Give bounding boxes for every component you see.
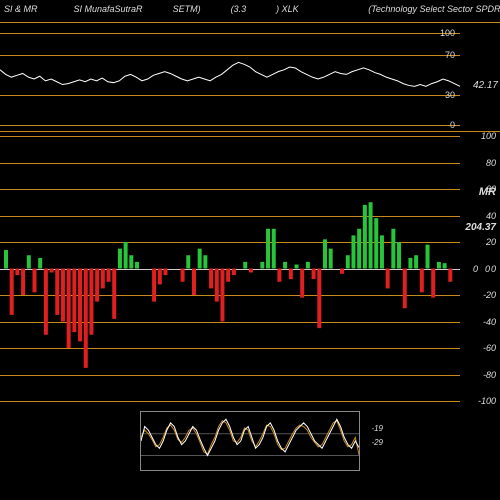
y-axis-label: -100 <box>478 396 496 406</box>
mr-label: MR <box>479 186 496 198</box>
mini-axis-label: -19 <box>371 424 383 433</box>
y-axis-zero-dup: 0 <box>485 264 490 274</box>
current-value-label: 204.37 <box>465 222 496 233</box>
gridline <box>0 401 460 402</box>
current-value-label: 42.17 <box>473 80 498 91</box>
header-item: (3.3 <box>231 4 247 14</box>
mini-oscillator-panel: -19 -29 <box>140 411 360 471</box>
y-axis-label: -60 <box>483 343 496 353</box>
header-item: SI MunafaSutraR <box>74 4 143 14</box>
header-bar: SI & MR SI MunafaSutraR SETM) (3.3 ) XLK… <box>0 0 500 18</box>
bar-chart <box>0 136 460 401</box>
mini-line-chart <box>141 412 359 470</box>
y-axis-label: -80 <box>483 370 496 380</box>
mr-bar-panel: -100-80-60-40-20020406080100 MR 204.37 0… <box>0 136 500 401</box>
header-item: (Technology Select Sector SPDR) Munafa <box>368 4 500 14</box>
mini-axis-label: -29 <box>371 438 383 447</box>
y-axis-label: 40 <box>486 211 496 221</box>
header-item: ) XLK <box>276 4 299 14</box>
y-axis-label: 0 <box>491 264 496 274</box>
y-axis-label: 20 <box>486 237 496 247</box>
si-oscillator-panel: 100 70 30 0 42.17 <box>0 22 500 132</box>
y-axis-label: 100 <box>481 131 496 141</box>
y-axis-label: 80 <box>486 158 496 168</box>
header-item: SETM) <box>173 4 201 14</box>
header-item: SI & MR <box>4 4 38 14</box>
y-axis-zero-dup: 0 <box>473 264 478 274</box>
y-axis-label: -40 <box>483 317 496 327</box>
y-axis-label: -20 <box>483 290 496 300</box>
line-chart <box>0 23 460 133</box>
